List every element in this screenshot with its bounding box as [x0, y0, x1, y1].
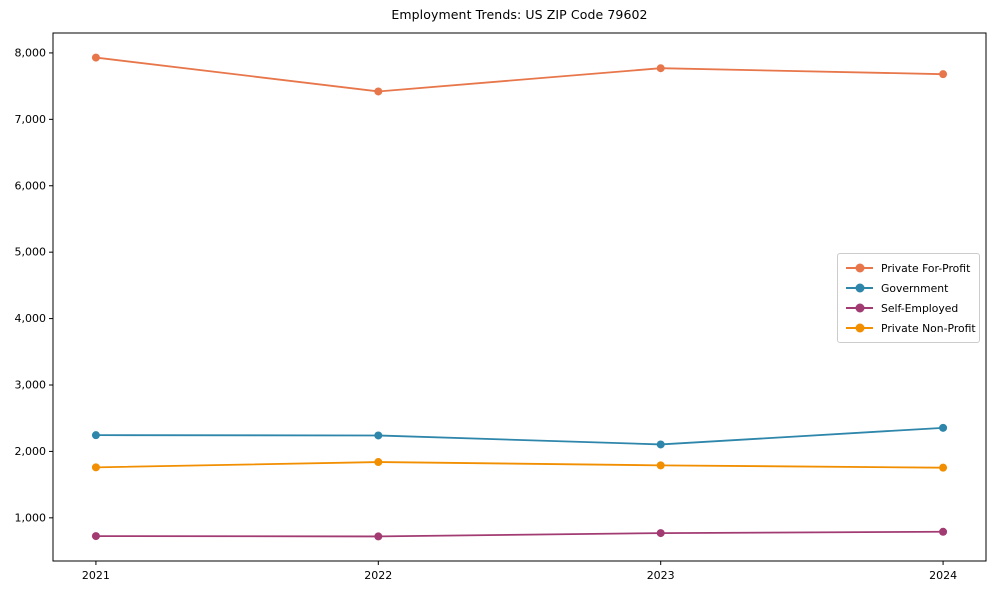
marker-private-for-profit-2022 — [374, 87, 383, 96]
axes-box — [52, 32, 987, 562]
legend-line-marker-icon — [846, 283, 873, 293]
marker-private-for-profit-2021 — [91, 53, 100, 62]
x-tick-label: 2022 — [364, 569, 392, 582]
line-series-private-for-profit — [95, 56, 944, 93]
marker-private-for-profit-2023 — [656, 64, 665, 73]
marker-government-2023 — [656, 440, 665, 449]
legend-label: Private For-Profit — [881, 261, 971, 275]
y-tick-label: 1,000 — [15, 511, 47, 524]
chart-title: Employment Trends: US ZIP Code 79602 — [391, 7, 648, 22]
marker-self-employed-2023 — [656, 529, 665, 538]
y-tick-label: 5,000 — [15, 246, 47, 259]
y-tick-label: 4,000 — [15, 312, 47, 325]
legend-line-marker-icon — [846, 303, 873, 313]
marker-self-employed-2024 — [939, 527, 948, 536]
x-tick-label: 2024 — [929, 569, 957, 582]
marker-private-non-profit-2022 — [374, 458, 383, 467]
line-series-self-employed — [95, 530, 944, 538]
legend-item-government: Government — [846, 282, 979, 295]
y-tick-label: 6,000 — [15, 179, 47, 192]
x-tick-label: 2023 — [647, 569, 675, 582]
line-series-government — [95, 426, 944, 446]
y-tick-label: 7,000 — [15, 113, 47, 126]
marker-government-2021 — [91, 431, 100, 440]
legend-item-private-for-profit: Private For-Profit — [846, 262, 979, 275]
legend: Private For-Profit Government Self-Employe… — [837, 253, 980, 343]
legend-label: Self-Employed — [881, 301, 959, 315]
marker-self-employed-2022 — [374, 532, 383, 541]
marker-government-2024 — [939, 423, 948, 432]
legend-label: Government — [881, 281, 949, 295]
x-tick-label: 2021 — [82, 569, 110, 582]
y-tick-label: 2,000 — [15, 445, 47, 458]
legend-item-private-non-profit: Private Non-Profit — [846, 322, 979, 335]
y-tick-label: 3,000 — [15, 379, 47, 392]
y-tick-label: 8,000 — [15, 46, 47, 59]
marker-private-for-profit-2024 — [939, 70, 948, 79]
legend-item-self-employed: Self-Employed — [846, 302, 979, 315]
marker-private-non-profit-2021 — [91, 463, 100, 472]
legend-line-marker-icon — [846, 323, 873, 333]
marker-government-2022 — [374, 431, 383, 440]
legend-line-marker-icon — [846, 263, 873, 273]
legend-label: Private Non-Profit — [881, 321, 976, 335]
marker-self-employed-2021 — [91, 532, 100, 541]
marker-private-non-profit-2024 — [939, 463, 948, 472]
line-series-private-non-profit — [95, 461, 944, 469]
marker-private-non-profit-2023 — [656, 461, 665, 470]
